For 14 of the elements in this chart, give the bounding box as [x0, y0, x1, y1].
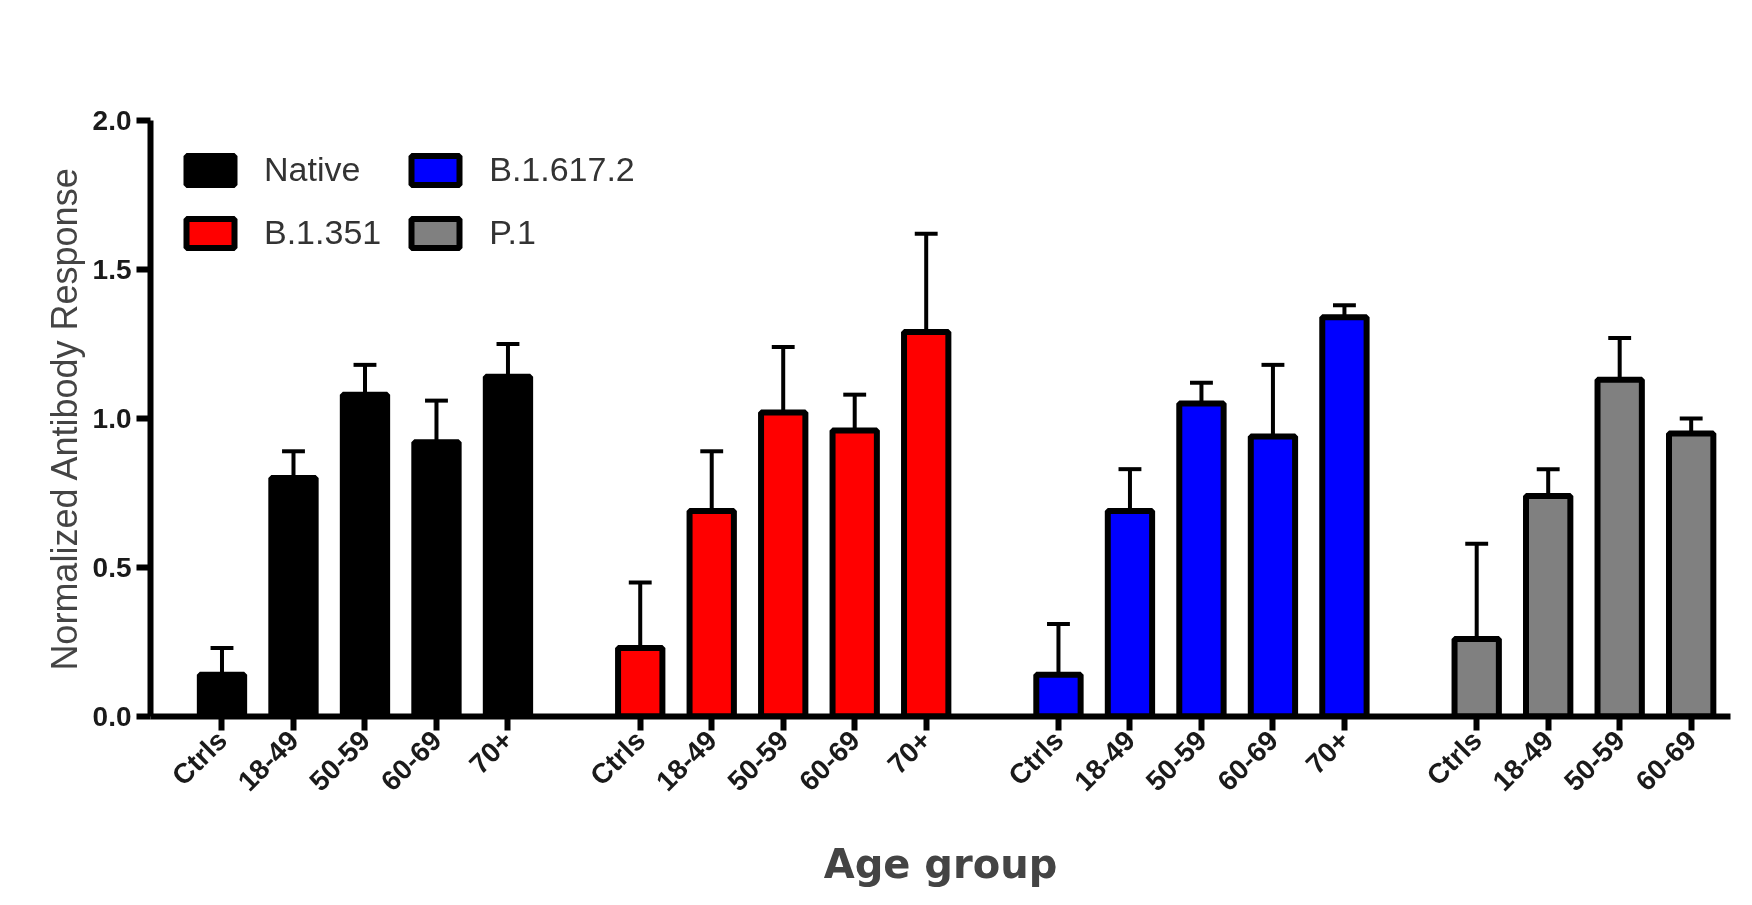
x-axis-title: Age group — [823, 841, 1058, 888]
x-tick-label: 70+ — [463, 724, 519, 781]
y-tick-label: 1.5 — [92, 254, 132, 285]
legend-label: B.1.617.2 — [489, 150, 635, 189]
y-tick-label: 2.0 — [92, 105, 132, 136]
y-axis-title: Normalized Antibody Response — [43, 168, 85, 671]
legend-label: Native — [264, 150, 361, 189]
y-tick-label: 1.0 — [92, 403, 132, 434]
legend-label: B.1.351 — [264, 213, 382, 252]
y-tick-label: 0.5 — [92, 552, 132, 583]
x-tick-label: 70+ — [1299, 724, 1356, 781]
x-tick-label: 70+ — [881, 724, 938, 781]
y-tick-label: 0.0 — [92, 701, 132, 732]
legend-label: P.1 — [489, 213, 536, 252]
